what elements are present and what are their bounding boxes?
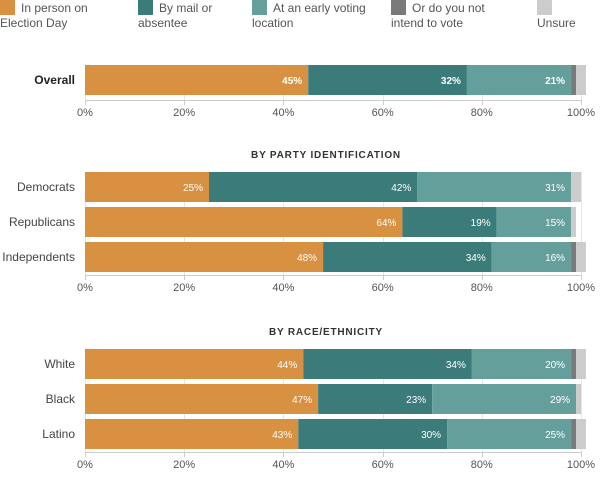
bar-segment-mail <box>402 207 497 237</box>
bar-segment-unsure <box>576 242 586 272</box>
x-tick-label: 40% <box>272 107 294 119</box>
data-label: 45% <box>282 76 302 87</box>
data-label: 43% <box>272 430 292 441</box>
x-tick-label: 100% <box>567 282 595 294</box>
legend-swatch <box>537 0 552 15</box>
bar-segment-mail <box>323 242 492 272</box>
x-tick-label: 60% <box>372 459 394 471</box>
x-tick-label: 20% <box>173 282 195 294</box>
bar-segment-mail <box>303 349 472 379</box>
x-tick-label: 80% <box>471 282 493 294</box>
x-tick-label: 0% <box>77 107 93 119</box>
legend-swatch <box>391 0 406 15</box>
data-label: 31% <box>545 183 565 194</box>
row-label-republicans: Republicans <box>9 215 75 229</box>
x-tick-label: 40% <box>272 459 294 471</box>
bar-segment-not-vote <box>571 349 577 379</box>
row-label-white: White <box>44 357 75 371</box>
section-title-party: BY PARTY IDENTIFICATION <box>251 150 401 161</box>
legend-label: Unsure <box>537 16 576 30</box>
bar-segment-not-vote <box>571 242 577 272</box>
bar-segment-mail <box>209 172 418 202</box>
x-tick-label: 80% <box>471 459 493 471</box>
bar-segment-unsure <box>576 349 586 379</box>
x-tick-label: 60% <box>372 107 394 119</box>
data-label: 48% <box>297 253 317 264</box>
bar-segment-in-person <box>85 384 319 414</box>
x-tick-label: 100% <box>567 459 595 471</box>
bar-segment-in-person <box>85 242 324 272</box>
data-label: 34% <box>466 253 486 264</box>
data-label: 32% <box>441 76 461 87</box>
x-tick-label: 40% <box>272 282 294 294</box>
bar-segment-mail <box>308 65 467 95</box>
data-label: 42% <box>391 183 411 194</box>
data-label: 64% <box>376 218 396 229</box>
bar-segment-unsure <box>576 384 581 414</box>
bar-segment-in-person <box>85 172 209 202</box>
bar-segment-early <box>447 419 572 449</box>
row-label-black: Black <box>46 392 76 406</box>
x-tick-label: 20% <box>173 107 195 119</box>
x-tick-label: 0% <box>77 282 93 294</box>
section-title-race: BY RACE/ETHNICITY <box>269 327 383 338</box>
data-label: 19% <box>471 218 491 229</box>
bar-segment-unsure <box>571 207 577 237</box>
row-label-democrats: Democrats <box>17 180 75 194</box>
x-tick-label: 60% <box>372 282 394 294</box>
x-tick-label: 100% <box>567 107 595 119</box>
bar-segment-early <box>471 349 572 379</box>
bar-segment-mail <box>298 419 448 449</box>
bar-segment-in-person <box>85 419 299 449</box>
row-label-latino: Latino <box>42 427 75 441</box>
data-label: 25% <box>545 430 565 441</box>
data-label: 30% <box>421 430 441 441</box>
legend-label: In person on <box>21 1 88 15</box>
data-label: 34% <box>446 360 466 371</box>
data-label: 16% <box>545 253 565 264</box>
bar-segment-in-person <box>85 65 309 95</box>
data-label: 21% <box>545 76 565 87</box>
x-tick-label: 0% <box>77 459 93 471</box>
bar-segment-in-person <box>85 349 304 379</box>
bar-segment-unsure <box>576 419 586 449</box>
legend-label: location <box>252 16 294 30</box>
bar-segment-not-vote <box>571 419 577 449</box>
x-tick-label: 80% <box>471 107 493 119</box>
legend-swatch <box>252 0 267 15</box>
row-label-independents: Independents <box>2 250 75 264</box>
data-label: 23% <box>406 395 426 406</box>
data-label: 44% <box>277 360 297 371</box>
legend-label: Election Day <box>0 16 68 30</box>
chart-legend: In person on Election Day By mail or absent… <box>0 0 600 40</box>
bar-segment-early <box>491 242 572 272</box>
row-label-overall: Overall <box>34 73 75 87</box>
bar-segment-early <box>432 384 577 414</box>
data-label: 25% <box>183 183 203 194</box>
bar-segment-unsure <box>576 65 586 95</box>
bar-segment-in-person <box>85 207 403 237</box>
bar-segment-early <box>417 172 572 202</box>
bar-segment-unsure <box>571 172 581 202</box>
x-tick-label: 20% <box>173 459 195 471</box>
data-label: 15% <box>545 218 565 229</box>
data-label: 47% <box>292 395 312 406</box>
legend-label: By mail or <box>159 1 213 15</box>
legend-label: Or do you not <box>412 1 485 15</box>
legend-swatch <box>0 0 15 15</box>
bar-segment-early <box>466 65 572 95</box>
data-label: 20% <box>545 360 565 371</box>
data-label: 29% <box>550 395 570 406</box>
legend-label: At an early voting <box>273 1 366 15</box>
legend-swatch <box>138 0 153 15</box>
bar-segment-early <box>496 207 572 237</box>
bar-segment-mail <box>318 384 433 414</box>
legend-label: intend to vote <box>391 16 464 30</box>
bar-segment-not-vote <box>571 65 577 95</box>
legend-label: absentee <box>138 16 188 30</box>
